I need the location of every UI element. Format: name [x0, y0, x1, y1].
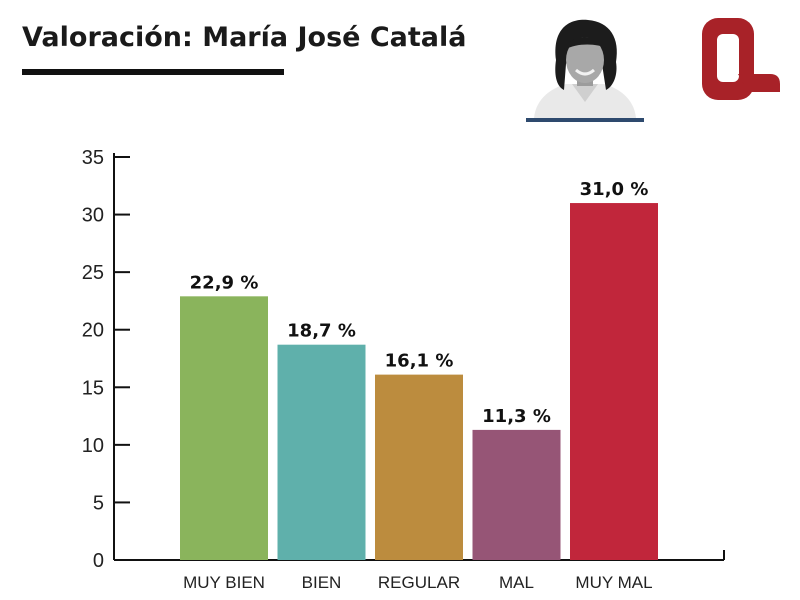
bar-value-label: 11,3 %: [482, 406, 551, 427]
y-tick-label: 20: [82, 320, 104, 342]
y-tick-label: 5: [93, 492, 104, 514]
bar-value-label: 22,9 %: [190, 272, 259, 293]
bar-mal: [472, 429, 561, 560]
x-category-label: MUY BIEN: [183, 573, 265, 592]
bar-value-label: 18,7 %: [287, 321, 356, 342]
y-tick-label: 0: [93, 550, 104, 572]
y-tick-label: 10: [82, 435, 104, 457]
portrait-photo: [526, 14, 644, 122]
bar-regular: [375, 374, 463, 560]
brand-logo: [702, 18, 780, 100]
y-tick-label: 25: [82, 262, 104, 284]
bar-muy-mal: [570, 203, 658, 561]
x-category-label: REGULAR: [378, 573, 460, 592]
bar-bien: [277, 344, 366, 560]
y-tick-label: 35: [82, 147, 104, 169]
title-underline: [22, 69, 284, 75]
x-category-label: BIEN: [302, 573, 342, 592]
x-category-label: MUY MAL: [575, 573, 652, 592]
bar-value-label: 31,0 %: [580, 179, 649, 200]
bar-muy-bien: [180, 296, 268, 560]
x-category-label: MAL: [499, 573, 534, 592]
portrait-underline: [526, 118, 644, 122]
bar-value-label: 16,1 %: [385, 351, 454, 372]
y-tick-label: 15: [82, 377, 104, 399]
y-tick-label: 30: [82, 205, 104, 227]
chart-title: Valoración: María José Catalá: [22, 22, 467, 53]
